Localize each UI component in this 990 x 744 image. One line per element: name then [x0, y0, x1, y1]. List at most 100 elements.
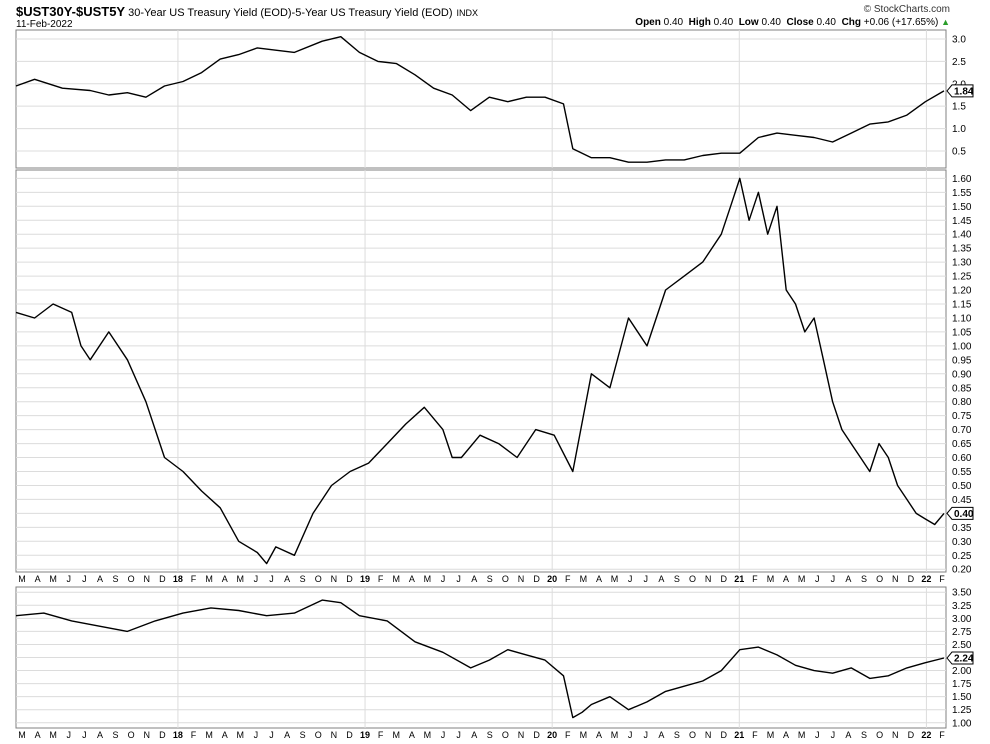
upper-y-tick-label: 3.0	[952, 34, 966, 45]
main-y-tick-label: 0.30	[952, 537, 972, 548]
main-y-tick-label: 0.45	[952, 495, 972, 506]
main-y-tick-label: 1.45	[952, 216, 972, 227]
main-x-tick-label: J	[441, 574, 446, 584]
upper-last-value-tag	[946, 84, 974, 98]
main-x-tick-label: 21	[734, 574, 744, 584]
lower-x-tick-label: A	[222, 730, 228, 740]
main-y-tick-label: 0.50	[952, 481, 972, 492]
main-x-tick-label: J	[643, 574, 648, 584]
main-y-tick-label: 0.90	[952, 369, 972, 380]
lower-x-tick-label: S	[487, 730, 493, 740]
main-x-tick-label: A	[222, 574, 228, 584]
chart-header: $UST30Y-$UST5Y 30-Year US Treasury Yield …	[16, 4, 950, 30]
main-x-tick-label: J	[628, 574, 633, 584]
lower-x-tick-label: S	[674, 730, 680, 740]
main-y-tick-label: 1.10	[952, 313, 972, 324]
lower-y-tick-label: 3.50	[952, 588, 972, 599]
lower-x-tick-label: A	[35, 730, 41, 740]
lower-y-tick-label: 1.50	[952, 692, 972, 703]
main-y-tick-label: 0.65	[952, 439, 972, 450]
lower-y-tick-label: 2.00	[952, 666, 972, 677]
main-x-tick-label: J	[67, 574, 72, 584]
lower-series-line	[15, 599, 945, 719]
symbol-description: 30-Year US Treasury Yield (EOD)-5-Year U…	[128, 7, 453, 19]
main-y-tick-label: 0.25	[952, 551, 972, 562]
main-x-tick-label: A	[409, 574, 415, 584]
main-x-tick-label: S	[674, 574, 680, 584]
lower-x-tick-label: N	[518, 730, 525, 740]
main-x-tick-label: M	[611, 574, 619, 584]
main-y-tick-label: 1.60	[952, 174, 972, 185]
main-x-tick-label: O	[502, 574, 509, 584]
main-x-tick-label: M	[392, 574, 400, 584]
main-x-tick-label: J	[269, 574, 274, 584]
open-label: Open	[635, 17, 661, 28]
lower-x-tick-label: J	[82, 730, 87, 740]
lower-x-tick-label: M	[237, 730, 245, 740]
chart-title: $UST30Y-$UST5Y 30-Year US Treasury Yield …	[16, 4, 478, 19]
main-y-tick-label: 0.20	[952, 565, 972, 576]
main-x-tick-label: S	[487, 574, 493, 584]
lower-x-tick-label: O	[502, 730, 509, 740]
main-y-tick-label: 1.05	[952, 327, 972, 338]
close-label: Close	[786, 17, 814, 28]
main-last-value-tag	[946, 506, 974, 520]
lower-x-tick-label: M	[392, 730, 400, 740]
chg-value: +0.06 (+17.65%)	[863, 17, 939, 28]
lower-x-tick-label: F	[378, 730, 384, 740]
main-x-tick-label: A	[471, 574, 477, 584]
lower-x-tick-label: N	[705, 730, 712, 740]
lower-x-tick-label: M	[424, 730, 432, 740]
upper-panel-frame	[15, 29, 947, 169]
lower-x-tick-label: N	[892, 730, 899, 740]
brand-logo[interactable]: © StockCharts.com	[864, 4, 950, 15]
lower-x-tick-label: A	[658, 730, 664, 740]
exchange-label: INDX	[456, 8, 479, 18]
lower-x-tick-label: M	[798, 730, 806, 740]
main-x-tick-label: F	[752, 574, 758, 584]
upper-last-value-label: 1.84	[954, 86, 974, 97]
main-x-tick-label: M	[49, 574, 57, 584]
main-x-tick-label: M	[424, 574, 432, 584]
lower-x-tick-label: M	[49, 730, 57, 740]
lower-x-tick-label: O	[876, 730, 883, 740]
symbol-label: $UST30Y-$UST5Y	[16, 4, 126, 19]
main-x-tick-label: O	[876, 574, 883, 584]
lower-x-tick-label: 20	[547, 730, 557, 740]
main-y-tick-label: 1.15	[952, 300, 972, 311]
main-y-tick-label: 1.35	[952, 244, 972, 255]
lower-x-tick-label: A	[596, 730, 602, 740]
main-x-tick-label: A	[596, 574, 602, 584]
lower-y-tick-label: 2.50	[952, 640, 972, 651]
main-x-tick-label: F	[191, 574, 197, 584]
lower-x-tick-label: 22	[921, 730, 931, 740]
main-x-tick-label: J	[815, 574, 820, 584]
lower-x-tick-label: J	[254, 730, 259, 740]
lower-x-tick-label: S	[113, 730, 119, 740]
lower-x-tick-label: F	[191, 730, 197, 740]
main-y-tick-label: 0.60	[952, 453, 972, 464]
chart-date: 11-Feb-2022	[16, 19, 73, 30]
main-x-tick-label: M	[237, 574, 245, 584]
lower-x-tick-label: M	[611, 730, 619, 740]
main-y-tick-label: 0.75	[952, 411, 972, 422]
lower-x-tick-label: J	[815, 730, 820, 740]
main-x-tick-label: A	[284, 574, 290, 584]
main-x-tick-label: N	[518, 574, 525, 584]
lower-last-value-label: 2.24	[954, 654, 974, 665]
lower-x-tick-label: D	[159, 730, 166, 740]
main-x-tick-label: A	[845, 574, 851, 584]
lower-x-tick-label: D	[533, 730, 540, 740]
main-x-tick-label: M	[798, 574, 806, 584]
lower-x-tick-label: M	[18, 730, 26, 740]
main-x-tick-label: S	[113, 574, 119, 584]
main-y-tick-label: 0.95	[952, 355, 972, 366]
main-x-tick-label: N	[892, 574, 899, 584]
main-x-tick-label: M	[18, 574, 26, 584]
main-x-tick-label: N	[705, 574, 712, 584]
lower-x-tick-label: F	[565, 730, 571, 740]
lower-x-tick-label: J	[628, 730, 633, 740]
lower-x-tick-label: O	[689, 730, 696, 740]
ohlc-readout: Open 0.40 High 0.40 Low 0.40 Close 0.40 …	[635, 17, 950, 28]
